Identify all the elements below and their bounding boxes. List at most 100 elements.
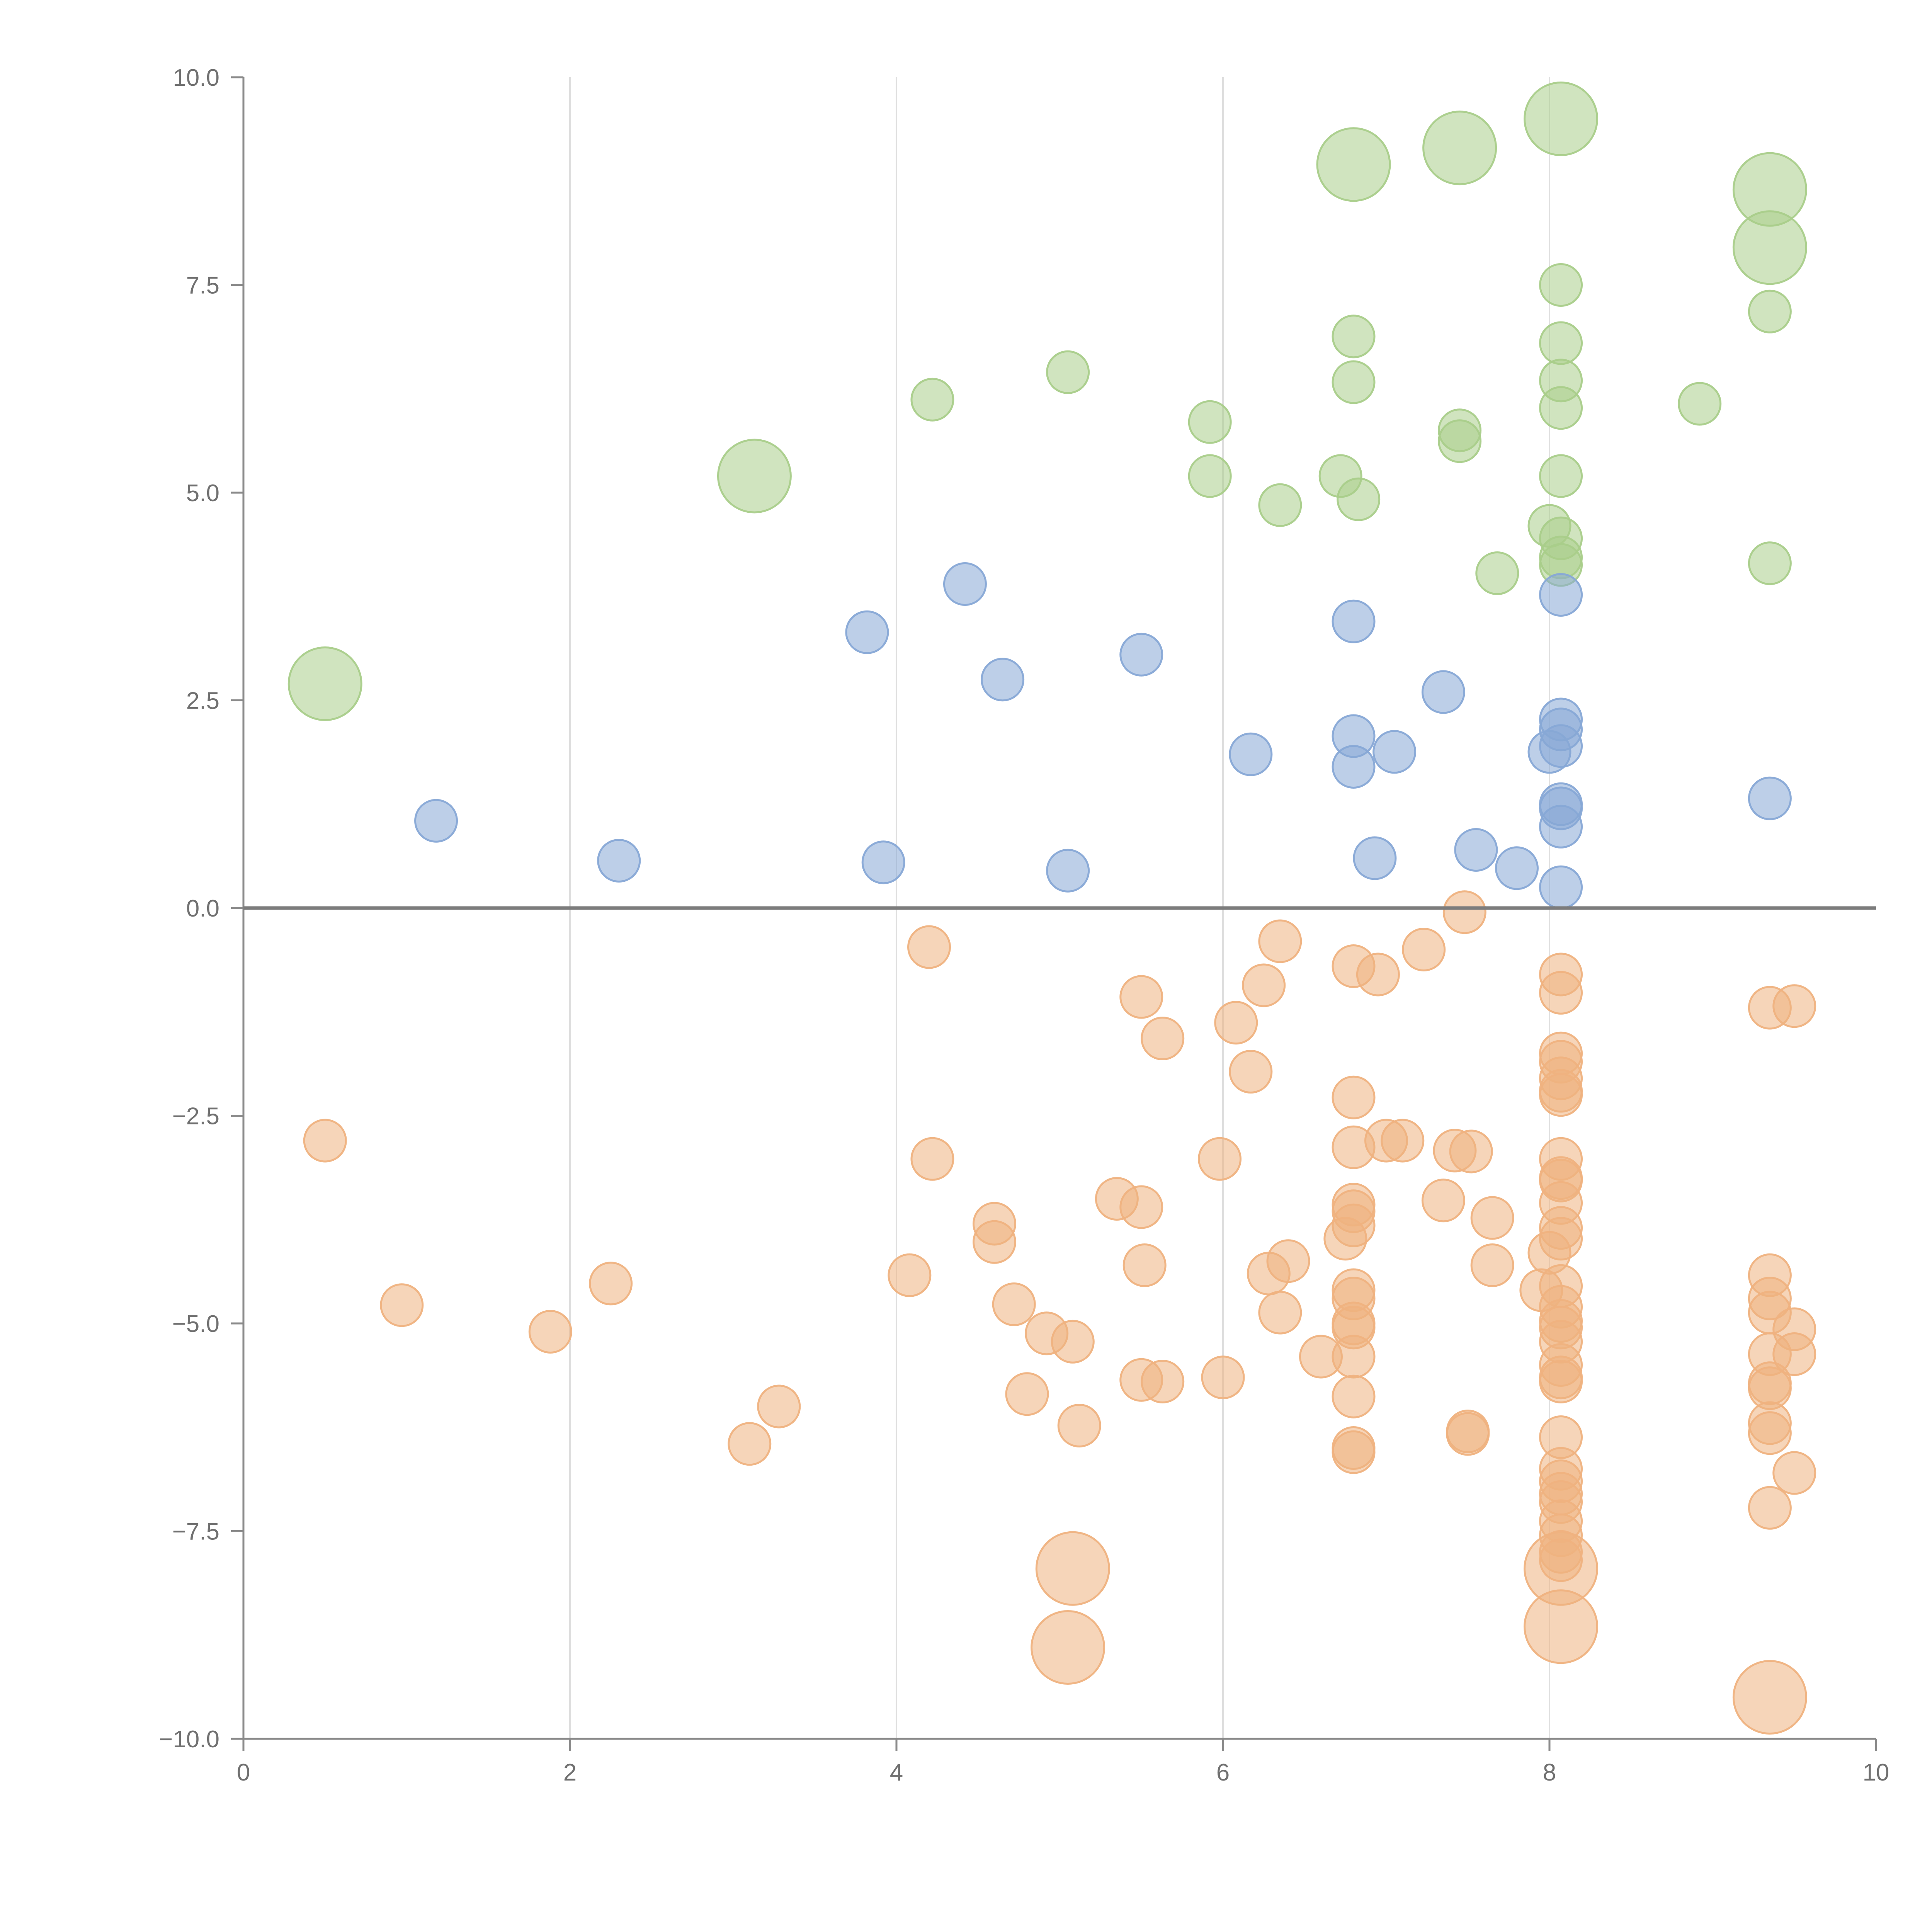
x-tick-label: 8	[1543, 1759, 1556, 1786]
data-point-low	[589, 1262, 633, 1306]
data-point-high	[287, 646, 362, 721]
data-point-mid	[943, 562, 987, 606]
data-point-mid	[845, 610, 889, 654]
data-point-low	[1524, 1589, 1599, 1664]
y-tick-label: 10.0	[173, 65, 219, 91]
data-point-low	[1748, 1486, 1792, 1530]
y-tick-label: −5.0	[172, 1311, 219, 1337]
y-tick-label: 0.0	[186, 895, 219, 922]
data-point-low	[1421, 1179, 1465, 1223]
data-point-mid	[1229, 732, 1273, 776]
data-point-low	[907, 925, 951, 969]
y-tick-label: 2.5	[186, 688, 219, 714]
data-point-low	[1381, 1119, 1425, 1163]
data-point-low	[1772, 1451, 1816, 1495]
data-point-high	[1748, 289, 1792, 333]
data-point-low	[757, 1384, 801, 1429]
data-point-low	[1539, 1360, 1583, 1403]
axes	[242, 77, 1876, 1740]
data-point-low	[1057, 1403, 1101, 1447]
data-point-low	[1449, 1129, 1493, 1173]
data-point-low	[1356, 952, 1400, 997]
data-point-low	[1323, 1217, 1367, 1261]
data-point-low	[1258, 1291, 1302, 1335]
data-points	[287, 82, 1816, 1735]
x-tick-label: 4	[890, 1759, 903, 1786]
data-point-low	[1470, 1243, 1514, 1287]
data-point-mid	[1454, 828, 1498, 872]
data-point-high	[1539, 386, 1583, 430]
data-point-mid	[1495, 846, 1539, 890]
data-point-low	[1198, 1137, 1242, 1181]
data-point-low	[1539, 1073, 1583, 1117]
data-point-high	[1732, 210, 1807, 285]
x-tick-label: 10	[1863, 1759, 1889, 1786]
data-point-low	[1119, 975, 1163, 1019]
data-point-low	[1201, 1355, 1245, 1400]
data-point-high	[1337, 477, 1381, 521]
data-point-high	[1422, 111, 1497, 185]
data-point-low	[528, 1310, 572, 1354]
data-point-high	[1678, 382, 1722, 426]
data-point-high	[1438, 419, 1482, 463]
data-point-high	[910, 378, 954, 422]
data-point-high	[1046, 350, 1090, 394]
data-point-high	[1332, 315, 1376, 359]
data-point-low	[1266, 1239, 1310, 1283]
data-point-high	[1748, 541, 1792, 585]
data-point-low	[1539, 1538, 1583, 1582]
data-point-low	[1035, 1531, 1110, 1606]
data-point-low	[1332, 1075, 1376, 1119]
data-point-mid	[1119, 633, 1163, 677]
data-point-high	[1475, 551, 1519, 595]
data-point-mid	[861, 840, 905, 884]
y-tick-label: 5.0	[186, 480, 219, 507]
data-point-low	[992, 1282, 1036, 1327]
data-point-low	[1051, 1320, 1095, 1364]
x-tick-label: 6	[1216, 1759, 1230, 1786]
data-point-mid	[1539, 804, 1583, 849]
data-point-mid	[1332, 599, 1376, 643]
data-point-low	[1258, 919, 1302, 963]
data-point-high	[1332, 360, 1376, 404]
data-point-high	[1188, 454, 1232, 498]
data-point-low	[1242, 963, 1286, 1007]
data-point-low	[1031, 1610, 1105, 1685]
data-point-low	[1748, 1411, 1792, 1455]
x-axis-ticks: 0 2 4 6 8 10	[237, 1739, 1889, 1786]
data-point-mid	[1539, 573, 1583, 617]
data-point-high	[1539, 321, 1583, 365]
y-tick-label: −10.0	[159, 1726, 219, 1753]
data-point-low	[910, 1137, 954, 1181]
data-point-low	[303, 1119, 347, 1163]
data-point-mid	[981, 658, 1025, 702]
data-point-low	[728, 1422, 772, 1466]
data-point-low	[1332, 1335, 1376, 1379]
data-point-high	[1258, 483, 1302, 527]
data-point-mid	[1421, 670, 1465, 714]
y-tick-label: −2.5	[172, 1103, 219, 1130]
data-point-mid	[1539, 865, 1583, 909]
data-point-high	[1539, 263, 1583, 307]
data-point-low	[1772, 1332, 1816, 1376]
data-point-high	[717, 439, 792, 514]
data-point-low	[973, 1220, 1016, 1264]
data-point-high	[1539, 454, 1583, 498]
data-point-low	[1229, 1050, 1273, 1094]
data-point-mid	[1748, 776, 1792, 820]
data-point-low	[1446, 1412, 1490, 1456]
data-point-mid	[414, 799, 458, 843]
data-point-mid	[1539, 724, 1583, 768]
data-point-mid	[597, 838, 641, 883]
data-point-low	[1732, 1660, 1807, 1735]
data-point-low	[1122, 1243, 1167, 1287]
data-point-low	[1141, 1360, 1185, 1403]
data-point-low	[1470, 1196, 1514, 1240]
data-point-mid	[1353, 836, 1397, 880]
x-tick-label: 2	[563, 1759, 577, 1786]
series-mid	[414, 562, 1792, 909]
data-point-low	[1005, 1372, 1049, 1416]
data-point-low	[1332, 1374, 1376, 1418]
data-point-high	[1316, 127, 1391, 202]
